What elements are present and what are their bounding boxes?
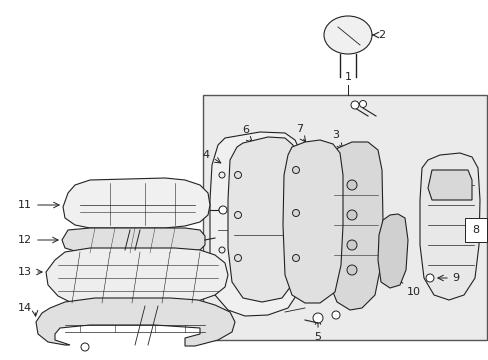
Polygon shape xyxy=(283,140,342,303)
Circle shape xyxy=(292,210,299,216)
Polygon shape xyxy=(46,248,227,306)
Circle shape xyxy=(346,240,356,250)
Circle shape xyxy=(425,274,433,282)
Circle shape xyxy=(219,206,226,214)
Text: 10: 10 xyxy=(406,287,420,297)
Polygon shape xyxy=(63,178,209,228)
Circle shape xyxy=(234,171,241,179)
Circle shape xyxy=(346,265,356,275)
Circle shape xyxy=(219,207,224,213)
Text: 14: 14 xyxy=(18,303,32,313)
Bar xyxy=(464,218,486,242)
Text: 1: 1 xyxy=(344,72,351,82)
Polygon shape xyxy=(209,132,305,316)
Polygon shape xyxy=(377,214,407,288)
Text: 5: 5 xyxy=(314,332,321,342)
Circle shape xyxy=(292,255,299,261)
Text: 12: 12 xyxy=(18,235,32,245)
Circle shape xyxy=(359,100,366,108)
Text: 9: 9 xyxy=(451,273,458,283)
Circle shape xyxy=(346,210,356,220)
Text: 8: 8 xyxy=(471,225,479,235)
Polygon shape xyxy=(325,142,382,310)
Ellipse shape xyxy=(324,16,371,54)
Circle shape xyxy=(219,172,224,178)
Polygon shape xyxy=(419,153,479,300)
Polygon shape xyxy=(427,170,471,200)
Circle shape xyxy=(219,247,224,253)
Polygon shape xyxy=(62,228,204,253)
Text: 3: 3 xyxy=(332,130,339,140)
Circle shape xyxy=(331,311,339,319)
Text: 7: 7 xyxy=(296,124,303,134)
Polygon shape xyxy=(227,137,298,302)
Circle shape xyxy=(81,343,89,351)
Text: 4: 4 xyxy=(203,150,209,160)
Text: 11: 11 xyxy=(18,200,32,210)
Circle shape xyxy=(346,180,356,190)
Text: 13: 13 xyxy=(18,267,32,277)
Circle shape xyxy=(312,313,323,323)
Text: 6: 6 xyxy=(242,125,249,135)
Text: 2: 2 xyxy=(377,30,385,40)
Circle shape xyxy=(292,166,299,174)
Circle shape xyxy=(234,255,241,261)
Circle shape xyxy=(350,101,358,109)
Polygon shape xyxy=(36,298,235,346)
Bar xyxy=(203,95,486,340)
Circle shape xyxy=(234,212,241,219)
